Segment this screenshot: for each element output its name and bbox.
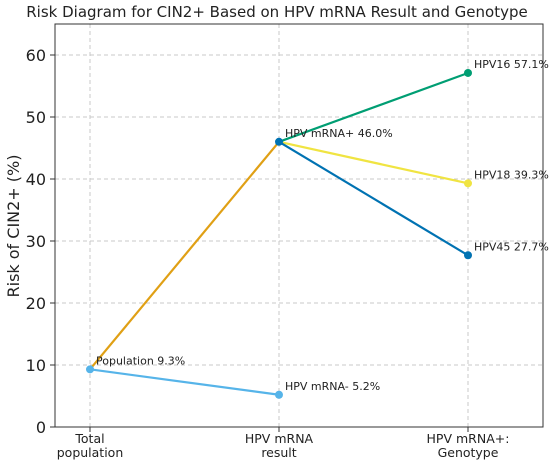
data-point bbox=[86, 365, 94, 374]
x-tick-label: HPV mRNA+: Genotype bbox=[427, 431, 510, 460]
series-segment bbox=[88, 368, 281, 396]
y-tick-label: 10 bbox=[26, 356, 46, 375]
data-point bbox=[275, 137, 283, 146]
data-points bbox=[86, 68, 472, 399]
data-point bbox=[464, 68, 472, 77]
y-axis-label: Risk of CIN2+ (%) bbox=[4, 155, 23, 298]
series-segment bbox=[277, 71, 470, 143]
data-label: Population 9.3% bbox=[96, 354, 185, 367]
y-axis-ticks: 0 10 20 30 40 50 60 bbox=[26, 46, 55, 437]
data-label: HPV mRNA- 5.2% bbox=[285, 380, 380, 393]
series-segment bbox=[277, 140, 470, 185]
data-label: HPV18 39.3% bbox=[474, 168, 549, 181]
plot-frame bbox=[54, 23, 544, 428]
data-label: HPV mRNA+ 46.0% bbox=[285, 127, 393, 140]
series-segment bbox=[277, 140, 470, 257]
x-tick-label: HPV mRNA result bbox=[245, 431, 314, 460]
y-tick-label: 0 bbox=[36, 418, 46, 437]
data-point bbox=[464, 251, 472, 260]
data-label: HPV16 57.1% bbox=[474, 58, 549, 71]
y-tick-label: 30 bbox=[26, 232, 46, 251]
y-tick-label: 60 bbox=[26, 46, 46, 65]
y-tick-label: 50 bbox=[26, 108, 46, 127]
x-axis-ticks: Total population HPV mRNA result HPV mRNA+: G… bbox=[57, 427, 510, 460]
x-tick-label: Total population bbox=[57, 431, 124, 460]
series-segment bbox=[88, 140, 281, 371]
data-point bbox=[464, 179, 472, 188]
chart-title: Risk Diagram for CIN2+ Based on HPV mRNA… bbox=[26, 3, 527, 21]
data-point bbox=[275, 390, 283, 399]
y-tick-label: 20 bbox=[26, 294, 46, 313]
data-labels: Population 9.3% HPV mRNA+ 46.0% HPV mRNA- … bbox=[96, 58, 549, 393]
y-tick-label: 40 bbox=[26, 170, 46, 189]
series bbox=[88, 71, 470, 396]
data-label: HPV45 27.7% bbox=[474, 240, 549, 253]
